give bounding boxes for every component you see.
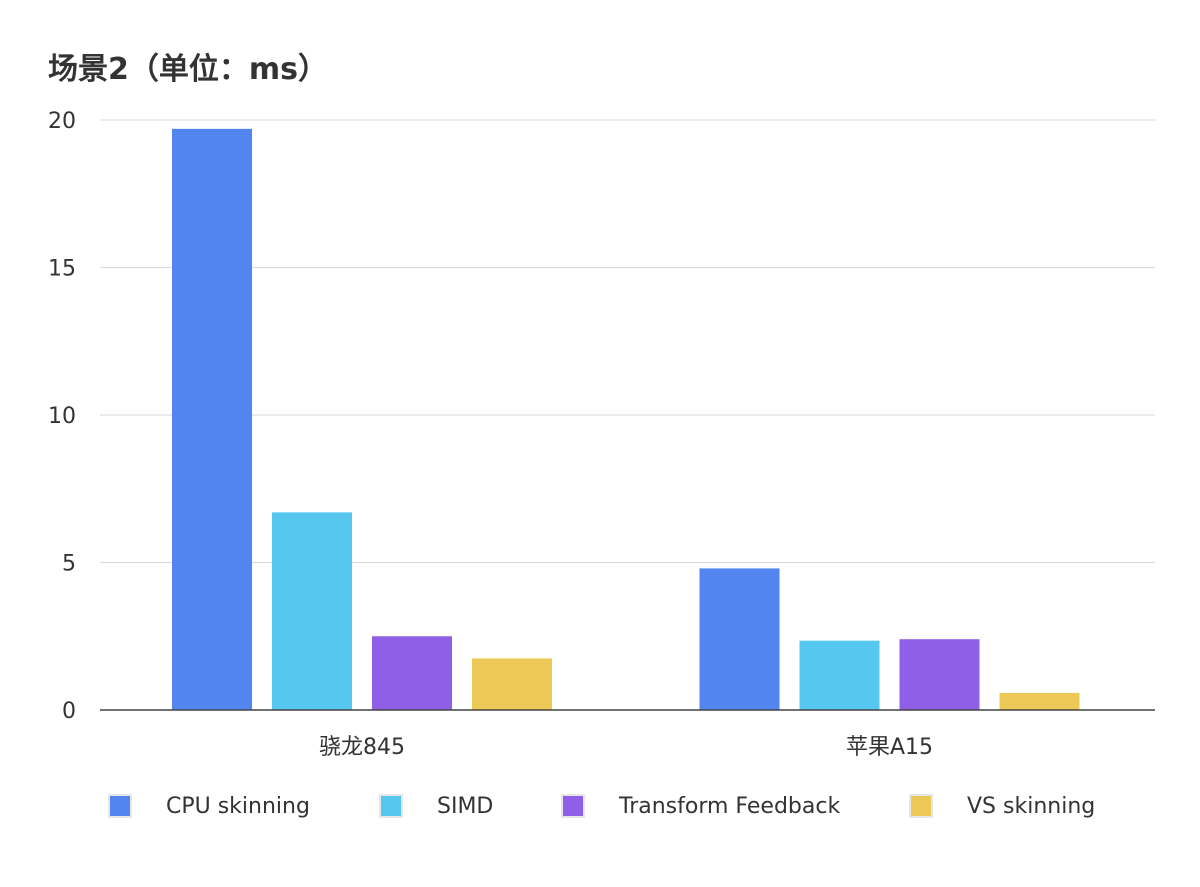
bar[interactable] [272, 512, 352, 710]
legend-item-vs-skinning[interactable]: VS skinning [909, 786, 1095, 826]
legend-label: VS skinning [967, 793, 1096, 819]
y-tick-label: 20 [48, 109, 76, 134]
bar[interactable] [372, 636, 452, 710]
y-tick-label: 10 [48, 404, 76, 429]
bar[interactable] [799, 640, 880, 710]
y-tick-label: 15 [48, 257, 76, 282]
legend-swatch [108, 794, 132, 818]
legend-label: SIMD [437, 793, 494, 819]
bar-chart: 0 5 10 15 20 骁龙845 苹果A15 [48, 109, 1155, 760]
bar[interactable] [472, 658, 552, 710]
y-tick-label: 5 [62, 552, 76, 577]
y-axis-ticks: 0 5 10 15 20 [48, 109, 76, 724]
category-label: 骁龙845 [319, 735, 405, 760]
legend-item-cpu-skinning[interactable]: CPU skinning [108, 786, 310, 826]
bar[interactable] [899, 639, 980, 710]
legend-item-transform-feedback[interactable]: Transform Feedback [561, 786, 840, 826]
chart-title: 场景2（单位：ms） [48, 52, 328, 87]
legend-swatch [379, 794, 403, 818]
legend-swatch [561, 794, 585, 818]
legend-label: Transform Feedback [619, 793, 841, 819]
legend-label: CPU skinning [166, 793, 310, 819]
y-tick-label: 0 [62, 699, 76, 724]
legend-swatch [909, 794, 933, 818]
category-labels: 骁龙845 苹果A15 [319, 735, 933, 760]
bar[interactable] [999, 692, 1080, 710]
grid-lines [100, 119, 1155, 563]
legend-item-simd[interactable]: SIMD [379, 786, 493, 826]
bar[interactable] [172, 128, 252, 711]
legend: CPU skinning SIMD Transform Feedback VS … [0, 786, 1200, 826]
bar[interactable] [699, 568, 780, 710]
category-label: 苹果A15 [846, 735, 933, 760]
bars [172, 128, 1080, 711]
